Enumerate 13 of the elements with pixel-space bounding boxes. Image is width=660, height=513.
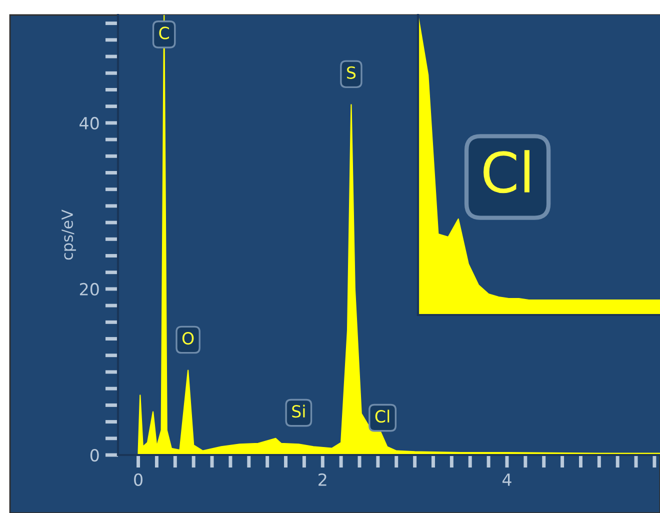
annotation: O (182, 332, 194, 345)
y-axis-title: cps/eV (62, 210, 76, 260)
y-tick-label: 40 (80, 116, 99, 130)
annotation: S (347, 66, 356, 79)
x-tick-label: 0 (134, 473, 142, 486)
annotation: Si (292, 404, 305, 418)
annotation: Cl (484, 150, 530, 194)
annotation: Cl (375, 410, 390, 423)
x-tick-label: 2 (318, 473, 326, 486)
annotation: C (159, 26, 170, 40)
x-tick-label: 4 (502, 474, 512, 486)
y-tick-label: 0 (90, 448, 99, 462)
y-tick-label: 20 (80, 282, 99, 296)
